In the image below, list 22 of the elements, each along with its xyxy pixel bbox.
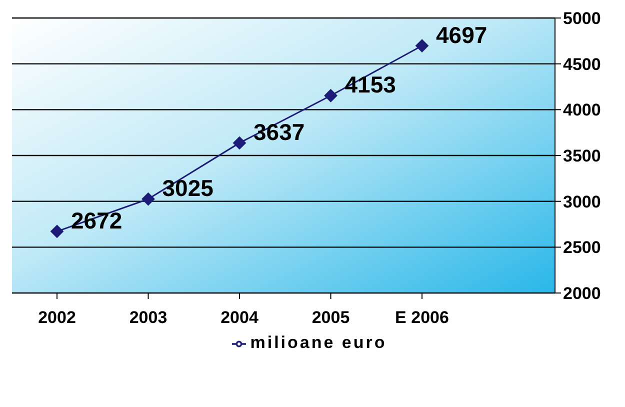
x-tick-label: E 2006 (395, 308, 449, 328)
data-label: 4697 (436, 22, 488, 48)
data-label: 3637 (254, 118, 305, 145)
x-tick-label: 2002 (38, 308, 76, 328)
point (324, 89, 338, 102)
point (50, 224, 64, 238)
point (142, 192, 155, 206)
data-label: 3025 (162, 175, 214, 202)
data-label: 4153 (344, 72, 396, 98)
y-tick-label: 4500 (563, 54, 601, 74)
x-tick-label: 2003 (129, 308, 168, 328)
point (416, 39, 428, 52)
y-tick-label: 2500 (563, 238, 601, 258)
y-tick-label: 5000 (563, 9, 601, 28)
y-tick-label: 3000 (563, 192, 601, 212)
y-tick-label: 3500 (563, 146, 601, 166)
point (233, 136, 246, 150)
x-tick-label: 2005 (312, 308, 350, 328)
legend-label: milioane euro (250, 333, 387, 352)
y-tick-label: 4000 (563, 100, 601, 120)
x-tick-label: 2004 (220, 308, 259, 328)
y-tick-label: 2000 (563, 284, 601, 304)
